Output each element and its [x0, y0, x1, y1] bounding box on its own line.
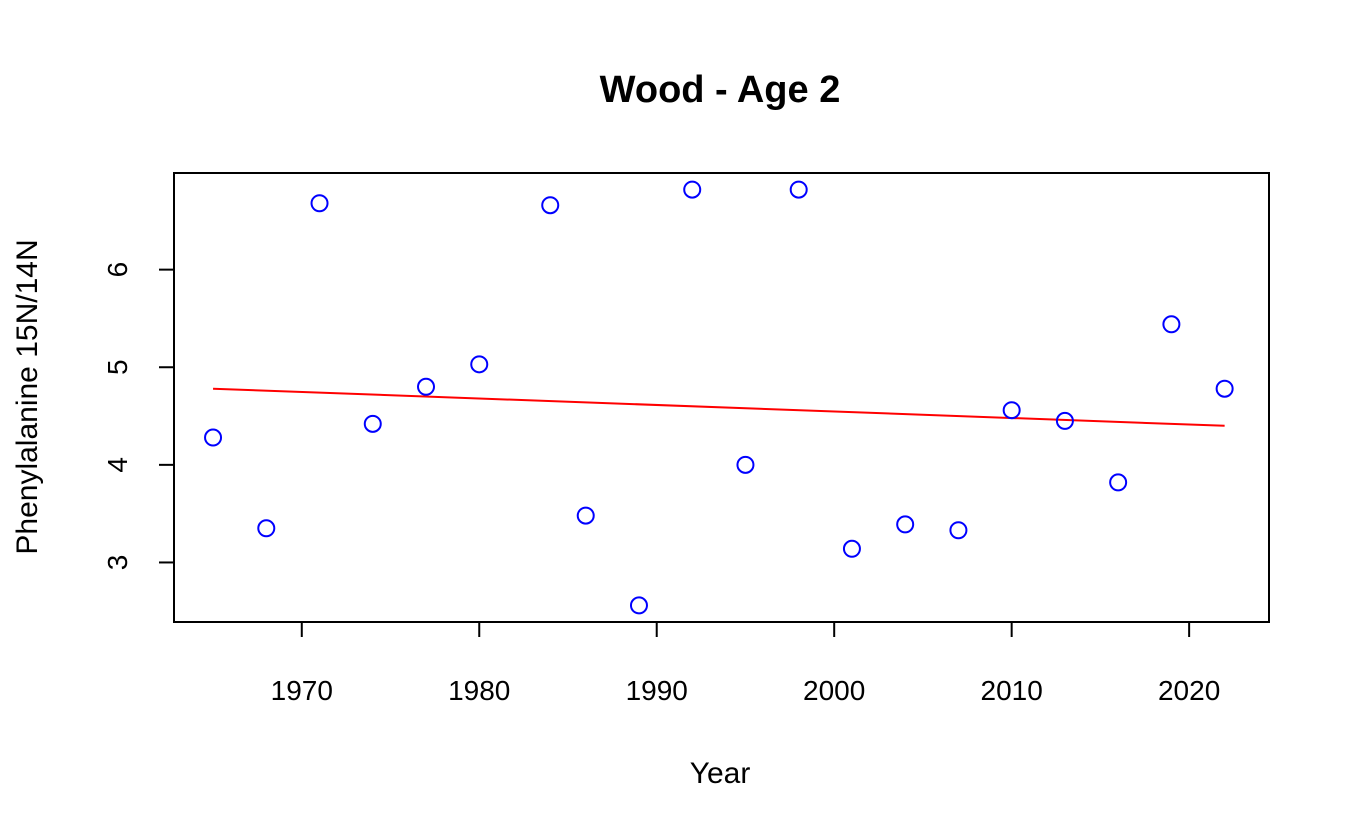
y-axis: 3 4 5 6 — [102, 262, 175, 571]
x-tick-label: 1970 — [271, 675, 333, 706]
data-point — [1109, 473, 1128, 492]
y-tick-label: 6 — [102, 262, 133, 278]
plot-area-border — [173, 172, 1270, 623]
y-tick-label: 5 — [102, 359, 133, 375]
x-tick-label: 2000 — [803, 675, 865, 706]
data-point — [1215, 379, 1234, 398]
data-points — [204, 180, 1234, 615]
y-tick-label: 3 — [102, 555, 133, 571]
data-point — [417, 377, 436, 396]
x-axis: 1970 1980 1990 2000 2010 2020 — [271, 621, 1220, 706]
data-point — [257, 519, 276, 538]
chart-title: Wood - Age 2 — [600, 69, 841, 111]
data-point — [736, 455, 755, 474]
data-point — [470, 355, 489, 374]
x-tick-label: 2010 — [981, 675, 1043, 706]
data-point — [683, 180, 702, 199]
data-point — [363, 414, 382, 433]
data-point — [842, 539, 861, 558]
data-point — [576, 506, 595, 525]
x-axis-label: Year — [690, 757, 751, 790]
x-tick-label: 1980 — [448, 675, 510, 706]
data-point — [541, 196, 560, 215]
data-point — [1055, 411, 1074, 430]
data-point — [1002, 401, 1021, 420]
data-point — [789, 180, 808, 199]
data-point — [1162, 315, 1181, 334]
x-tick-label: 1990 — [626, 675, 688, 706]
y-axis-label: Phenylalanine 15N/14N — [11, 239, 44, 554]
data-point — [949, 521, 968, 540]
data-point — [629, 596, 648, 615]
y-tick-label: 4 — [102, 457, 133, 473]
data-point — [204, 428, 223, 447]
data-point — [896, 515, 915, 534]
x-tick-label: 2020 — [1158, 675, 1220, 706]
data-point — [310, 194, 329, 213]
